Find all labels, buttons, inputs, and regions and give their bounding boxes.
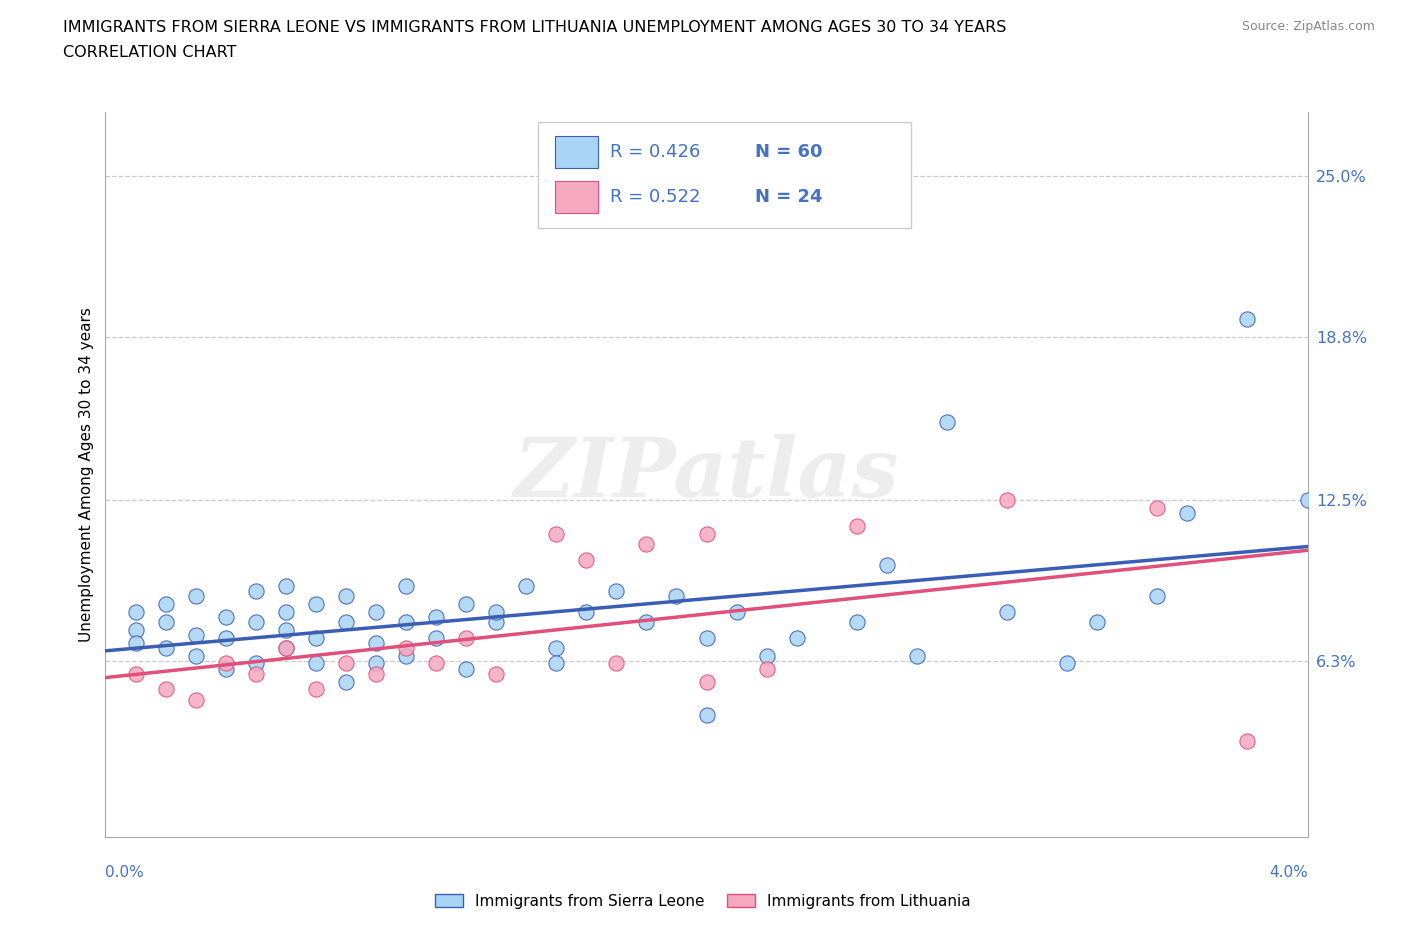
Point <box>454 631 477 645</box>
Point <box>515 578 537 593</box>
Text: 4.0%: 4.0% <box>1268 865 1308 880</box>
Point <box>546 641 568 656</box>
Point <box>245 666 267 681</box>
FancyBboxPatch shape <box>555 181 599 213</box>
Point <box>184 628 207 643</box>
FancyBboxPatch shape <box>538 123 911 228</box>
Point <box>364 656 387 671</box>
Point <box>155 641 177 656</box>
Point <box>636 615 658 630</box>
Point <box>335 674 357 689</box>
Point <box>124 604 146 619</box>
Text: R = 0.522: R = 0.522 <box>610 188 700 206</box>
Point <box>364 666 387 681</box>
Point <box>696 708 718 723</box>
Point <box>124 666 146 681</box>
Point <box>305 631 328 645</box>
Legend: Immigrants from Sierra Leone, Immigrants from Lithuania: Immigrants from Sierra Leone, Immigrants… <box>429 887 977 915</box>
Point <box>335 589 357 604</box>
Point <box>845 519 868 534</box>
Point <box>274 622 297 637</box>
Point <box>636 537 658 551</box>
Point <box>184 692 207 707</box>
Point <box>575 604 598 619</box>
Text: N = 24: N = 24 <box>755 188 823 206</box>
Point <box>395 641 418 656</box>
Point <box>876 557 898 572</box>
Point <box>305 656 328 671</box>
Point <box>696 631 718 645</box>
Point <box>485 615 508 630</box>
Point <box>364 604 387 619</box>
Point <box>905 648 928 663</box>
Point <box>335 615 357 630</box>
Point <box>274 604 297 619</box>
Point <box>245 615 267 630</box>
Point <box>425 609 447 624</box>
Point <box>1146 589 1168 604</box>
Point <box>575 552 598 567</box>
Point <box>155 596 177 611</box>
Point <box>485 604 508 619</box>
Point <box>274 641 297 656</box>
Point <box>184 648 207 663</box>
Point <box>124 622 146 637</box>
Point <box>274 641 297 656</box>
Point <box>425 656 447 671</box>
Point <box>1056 656 1078 671</box>
Point <box>155 682 177 697</box>
Text: IMMIGRANTS FROM SIERRA LEONE VS IMMIGRANTS FROM LITHUANIA UNEMPLOYMENT AMONG AGE: IMMIGRANTS FROM SIERRA LEONE VS IMMIGRAN… <box>63 20 1007 35</box>
Text: N = 60: N = 60 <box>755 143 823 161</box>
Point <box>214 631 236 645</box>
Point <box>1296 493 1319 508</box>
Point <box>155 615 177 630</box>
Point <box>1175 506 1198 521</box>
Point <box>395 648 418 663</box>
Point <box>1236 734 1258 749</box>
Point <box>245 583 267 598</box>
Point <box>605 583 627 598</box>
Point <box>305 596 328 611</box>
Point <box>364 635 387 650</box>
Point <box>786 631 808 645</box>
Point <box>696 674 718 689</box>
Point <box>124 635 146 650</box>
Text: R = 0.426: R = 0.426 <box>610 143 700 161</box>
Point <box>454 661 477 676</box>
Point <box>1085 615 1108 630</box>
Point <box>1236 312 1258 326</box>
Point <box>725 604 748 619</box>
Point <box>335 656 357 671</box>
Text: CORRELATION CHART: CORRELATION CHART <box>63 45 236 60</box>
Point <box>245 656 267 671</box>
Point <box>305 682 328 697</box>
Text: ZIPatlas: ZIPatlas <box>513 434 900 514</box>
Point <box>395 578 418 593</box>
Point <box>696 526 718 541</box>
Point <box>546 526 568 541</box>
Point <box>214 656 236 671</box>
Point <box>274 578 297 593</box>
Point <box>936 415 959 430</box>
Point <box>395 615 418 630</box>
Point <box>995 493 1018 508</box>
Point <box>485 666 508 681</box>
Point <box>605 656 627 671</box>
Point <box>755 661 778 676</box>
Point <box>845 615 868 630</box>
Point <box>546 656 568 671</box>
Point <box>995 604 1018 619</box>
Point <box>454 596 477 611</box>
Point <box>184 589 207 604</box>
Text: 0.0%: 0.0% <box>105 865 145 880</box>
Point <box>755 648 778 663</box>
Point <box>214 661 236 676</box>
Point <box>214 609 236 624</box>
Point <box>1146 500 1168 515</box>
FancyBboxPatch shape <box>555 137 599 168</box>
Text: Source: ZipAtlas.com: Source: ZipAtlas.com <box>1241 20 1375 33</box>
Y-axis label: Unemployment Among Ages 30 to 34 years: Unemployment Among Ages 30 to 34 years <box>79 307 94 642</box>
Point <box>665 589 688 604</box>
Point <box>425 631 447 645</box>
